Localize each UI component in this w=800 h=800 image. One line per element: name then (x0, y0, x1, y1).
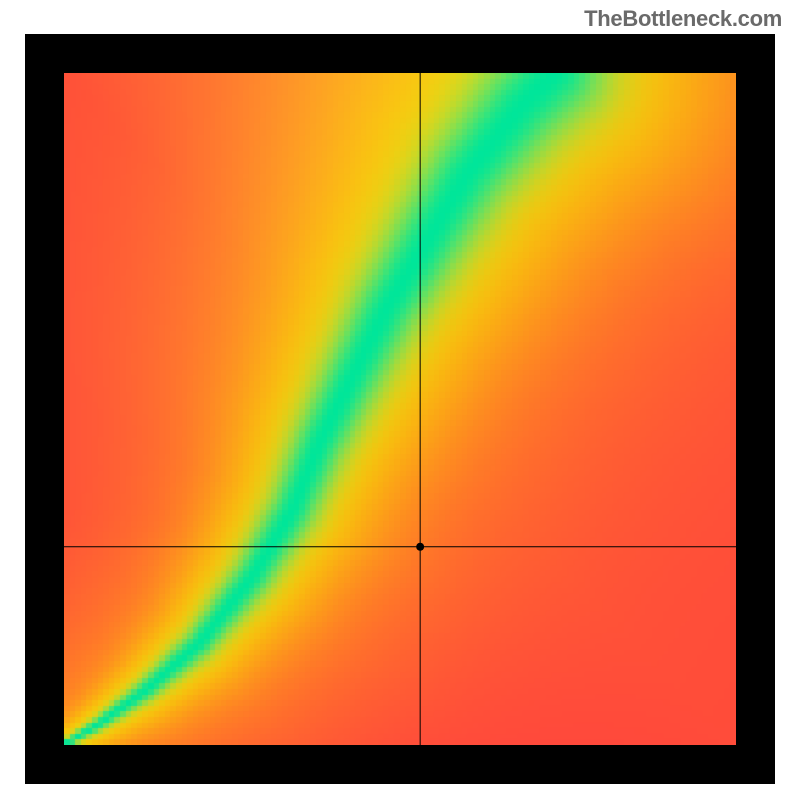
bottleneck-heatmap (64, 73, 736, 745)
chart-outer-frame (25, 34, 775, 784)
watermark-text: TheBottleneck.com (584, 6, 782, 32)
